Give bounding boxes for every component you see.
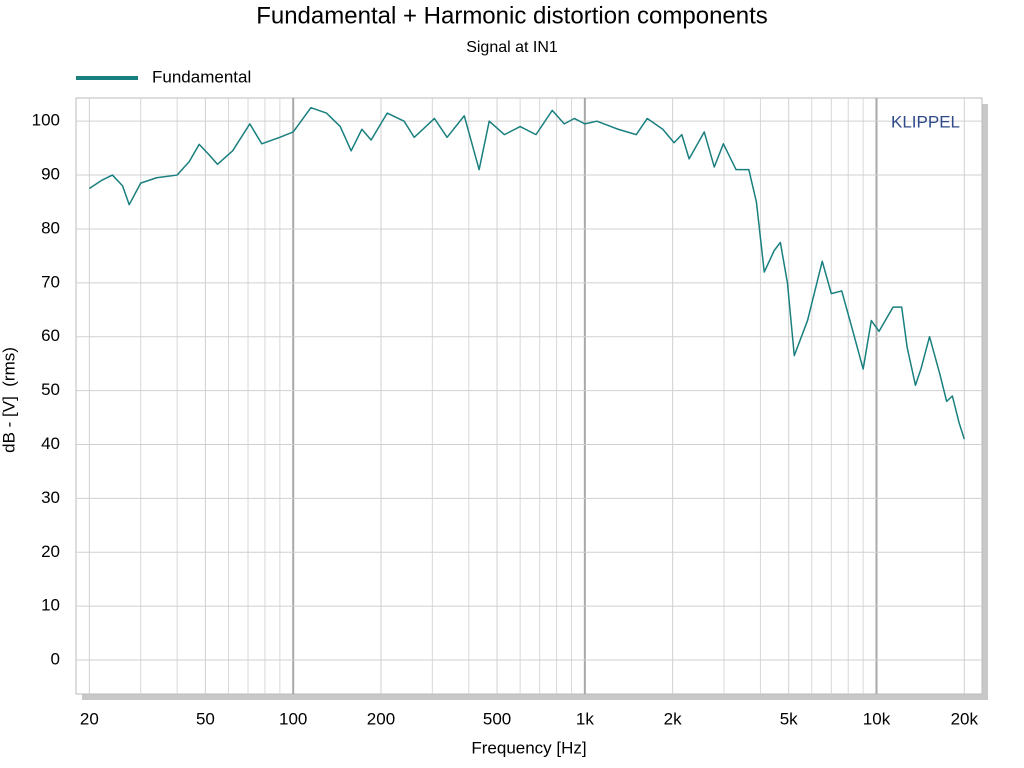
chart-subtitle: Signal at IN1 [466, 39, 558, 56]
x-tick-label: 1k [576, 709, 594, 728]
x-tick-label: 100 [279, 709, 307, 728]
x-tick-label: 10k [863, 709, 891, 728]
y-tick-label: 90 [41, 165, 60, 184]
y-tick-label: 80 [41, 218, 60, 237]
plot-area [75, 97, 983, 695]
marks [88, 106, 966, 440]
y-axis-label: dB - [V] (rms) [0, 347, 18, 453]
y-tick-label: 100 [32, 111, 60, 130]
y-tick-label: 10 [41, 596, 60, 615]
line-series [88, 106, 966, 440]
x-tick-label: 20 [80, 709, 99, 728]
legend-label: Fundamental [152, 67, 251, 86]
x-tick-label: 200 [367, 709, 395, 728]
x-tick-label: 50 [196, 709, 215, 728]
y-tick-label: 0 [51, 650, 60, 669]
y-tick-label: 20 [41, 542, 60, 561]
x-tick-label: 2k [664, 709, 682, 728]
y-tick-label: 60 [41, 326, 60, 345]
chart-title: Fundamental + Harmonic distortion compon… [256, 2, 768, 29]
watermark: KLIPPEL [891, 112, 960, 131]
y-tick-label: 30 [41, 488, 60, 507]
x-tick-label: 5k [780, 709, 798, 728]
x-axis-label: Frequency [Hz] [471, 738, 586, 757]
grid [76, 98, 982, 694]
y-tick-label: 70 [41, 272, 60, 291]
x-tick-label: 500 [483, 709, 511, 728]
x-tick-label: 20k [951, 709, 979, 728]
y-tick-label: 40 [41, 434, 60, 453]
y-tick-label: 50 [41, 380, 60, 399]
